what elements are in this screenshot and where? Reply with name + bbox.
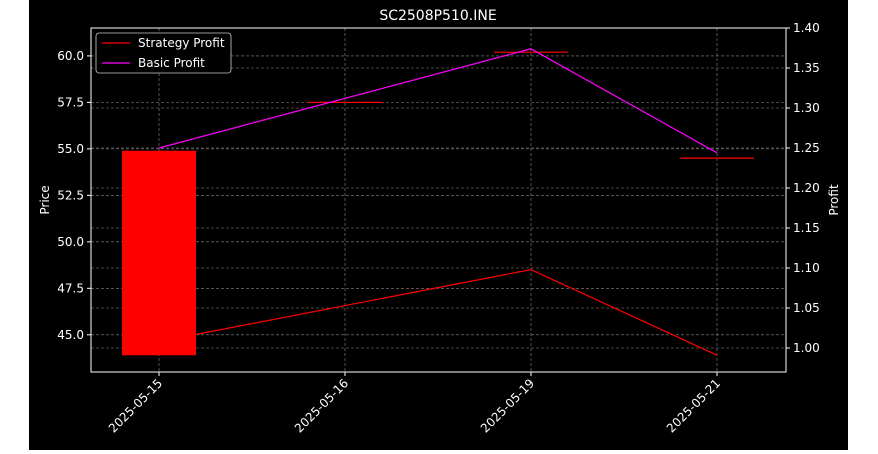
- x-tick-label: 2025-05-16: [292, 376, 351, 435]
- y-tick-label-left: 47.5: [57, 281, 84, 295]
- y-tick-label-right: 1.00: [793, 341, 820, 355]
- plot-frame: [90, 27, 787, 373]
- plot-marks: [122, 48, 754, 356]
- chart-title: SC2508P510.INE: [379, 8, 496, 24]
- y-tick-label-left: 52.5: [57, 188, 84, 202]
- x-tick-label: 2025-05-15: [106, 376, 165, 435]
- chart-svg: SC2508P510.INE 45.0 47.5 50.0 52.5 55.0 57.5 6…: [38, 8, 841, 435]
- y-tick-label-right: 1.20: [793, 181, 820, 195]
- series-line-0: [158, 268, 718, 356]
- y-tick-label-left: 57.5: [57, 95, 84, 109]
- legend: Strategy Profit Basic Profit: [95, 32, 232, 74]
- legend-label: Basic Profit: [138, 56, 205, 70]
- y-tick-label-right: 1.40: [793, 21, 820, 35]
- x-tick-label: 2025-05-19: [478, 376, 537, 435]
- y-tick-label-right: 1.10: [793, 261, 820, 275]
- legend-label: Strategy Profit: [138, 36, 225, 50]
- y-axis-label-right: Profit: [827, 184, 841, 216]
- y-tick-label-right: 1.25: [793, 141, 820, 155]
- y-tick-label-left: 50.0: [57, 235, 84, 249]
- chart-figure: SC2508P510.INE 45.0 47.5 50.0 52.5 55.0 57.5 6…: [29, 0, 848, 450]
- y-tick-label-left: 60.0: [57, 49, 84, 63]
- candle-body: [122, 150, 196, 356]
- y-axis-label-left: Price: [38, 185, 52, 214]
- x-tick-label: 2025-05-21: [664, 376, 723, 435]
- y-tick-label-right: 1.05: [793, 301, 820, 315]
- y-tick-label-left: 45.0: [57, 328, 84, 342]
- y-tick-label-right: 1.15: [793, 221, 820, 235]
- y-tick-label-right: 1.35: [793, 61, 820, 75]
- series-line-1: [158, 48, 718, 154]
- y-tick-label-left: 55.0: [57, 142, 84, 156]
- y-tick-label-right: 1.30: [793, 101, 820, 115]
